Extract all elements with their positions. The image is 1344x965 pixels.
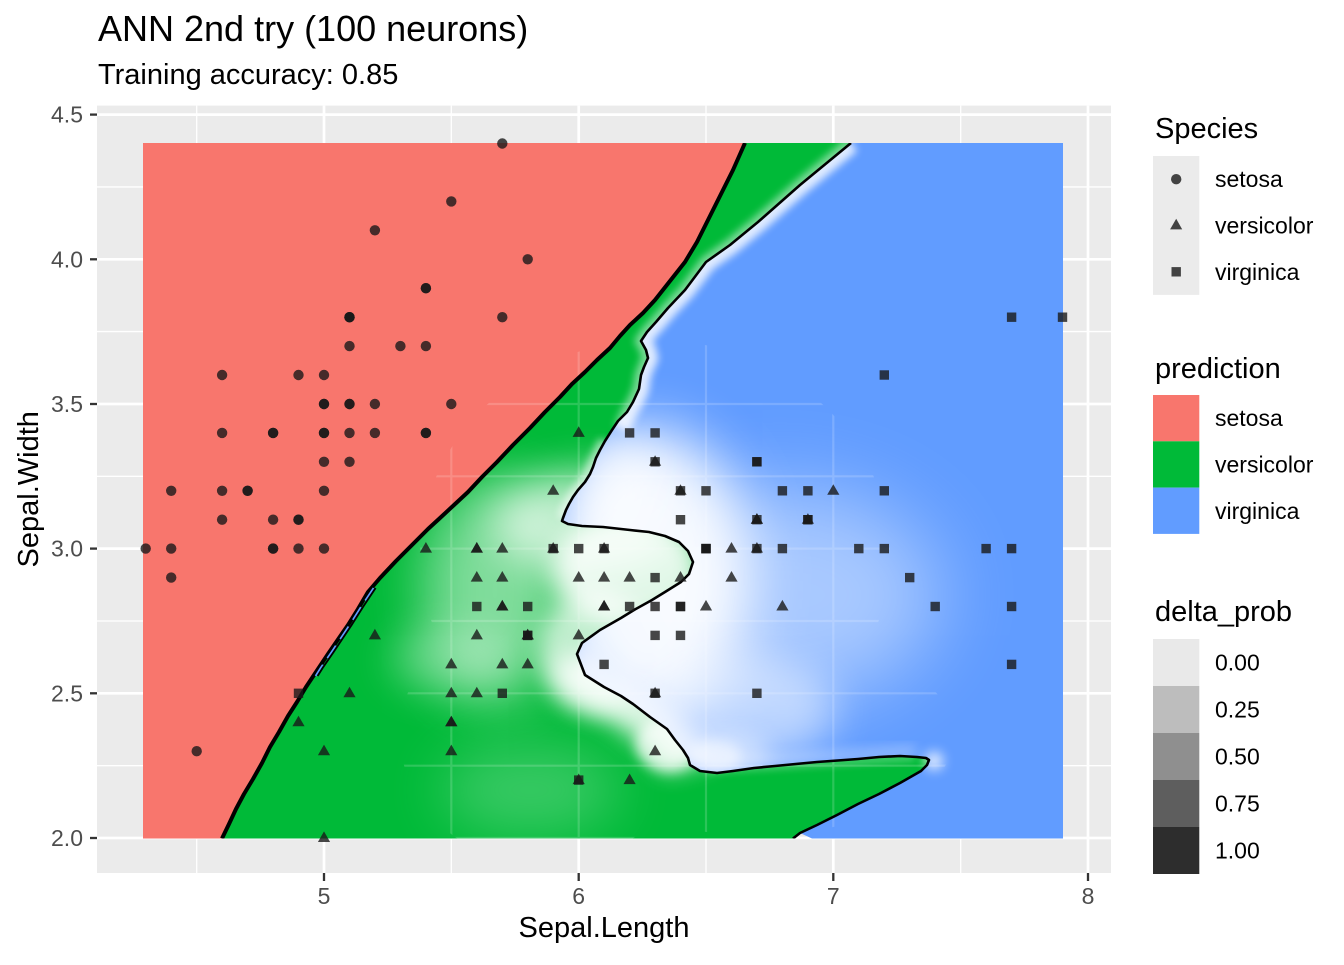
svg-text:ANN 2nd try (100 neurons): ANN 2nd try (100 neurons) (98, 8, 528, 49)
svg-text:3.5: 3.5 (51, 391, 83, 417)
svg-text:3.0: 3.0 (51, 536, 83, 562)
svg-text:prediction: prediction (1155, 353, 1281, 385)
svg-text:0.00: 0.00 (1215, 650, 1260, 676)
svg-text:0.75: 0.75 (1215, 791, 1260, 817)
svg-text:0.50: 0.50 (1215, 744, 1260, 770)
svg-text:Sepal.Length: Sepal.Length (519, 912, 690, 944)
svg-text:setosa: setosa (1215, 166, 1283, 192)
svg-text:4.0: 4.0 (51, 246, 83, 272)
svg-text:0.25: 0.25 (1215, 697, 1260, 723)
svg-text:5: 5 (318, 883, 331, 909)
svg-text:6: 6 (572, 883, 585, 909)
svg-text:2.5: 2.5 (51, 680, 83, 706)
svg-text:Training accuracy: 0.85: Training accuracy: 0.85 (98, 59, 398, 91)
svg-text:Species: Species (1155, 113, 1258, 145)
svg-text:4.5: 4.5 (51, 102, 83, 128)
svg-text:virginica: virginica (1215, 259, 1300, 285)
svg-text:1.00: 1.00 (1215, 838, 1260, 864)
svg-text:setosa: setosa (1215, 405, 1283, 431)
svg-text:versicolor: versicolor (1215, 212, 1314, 238)
svg-text:virginica: virginica (1215, 498, 1300, 524)
svg-text:7: 7 (827, 883, 840, 909)
svg-text:delta_prob: delta_prob (1155, 596, 1292, 628)
svg-text:2.0: 2.0 (51, 825, 83, 851)
svg-text:8: 8 (1082, 883, 1095, 909)
svg-text:Sepal.Width: Sepal.Width (13, 411, 45, 567)
svg-text:versicolor: versicolor (1215, 451, 1314, 477)
